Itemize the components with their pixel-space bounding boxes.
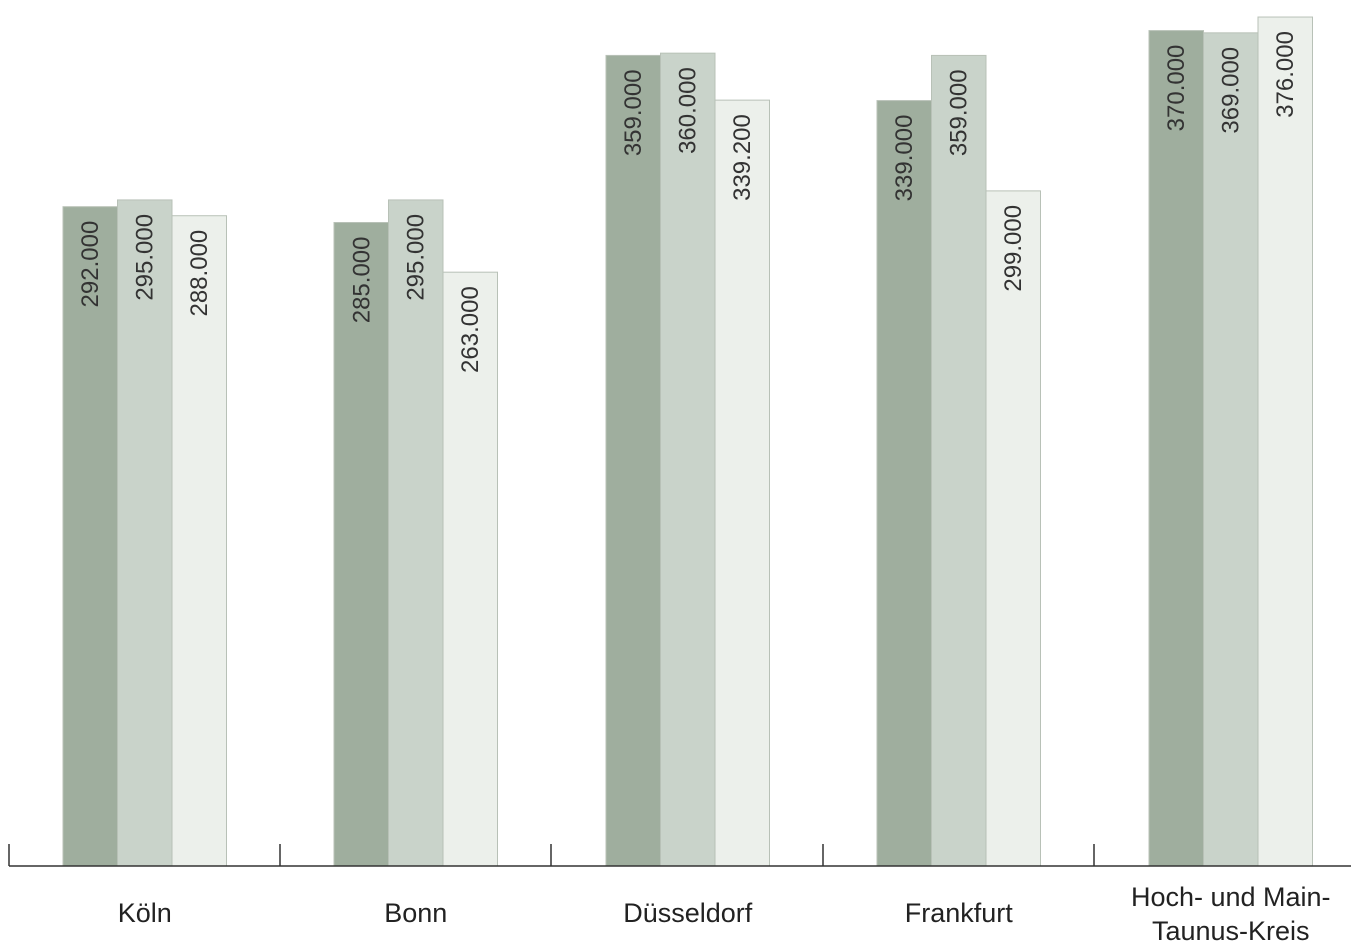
bar-2-0	[605, 54, 661, 867]
bar-3-0	[876, 100, 932, 867]
bar-4-1	[1203, 32, 1259, 867]
bar-value-label: 292.000	[77, 221, 104, 308]
bar-value-label: 369.000	[1218, 47, 1245, 134]
bar-value-label: 295.000	[403, 214, 430, 301]
category-label: Hoch- und Main-Taunus-Kreis	[1131, 882, 1331, 946]
bar-3-2	[985, 190, 1041, 867]
bar-3-1	[931, 54, 987, 867]
bar-value-label: 288.000	[186, 230, 213, 317]
category-labels-layer: Köln Bonn Düsseldorf Frankfurt Hoch- und Mai…	[118, 882, 1331, 946]
bar-2-1	[660, 52, 716, 867]
bars-layer	[62, 16, 1313, 867]
bar-value-label: 359.000	[946, 69, 973, 156]
category-label: Düsseldorf	[623, 898, 753, 928]
bar-value-label: 263.000	[457, 286, 484, 373]
category-label: Köln	[118, 898, 172, 928]
bar-0-2	[171, 215, 227, 867]
bar-4-2	[1257, 16, 1313, 867]
x-axis	[8, 844, 1351, 867]
bar-value-label: 339.200	[729, 114, 756, 201]
data-labels-layer: 292.000 295.000 288.000 285.000 295.000 263.0…	[77, 31, 1299, 373]
bar-value-label: 370.000	[1163, 45, 1190, 132]
bar-1-1	[388, 199, 444, 867]
bar-0-1	[117, 199, 173, 867]
bar-2-2	[714, 99, 770, 867]
bar-4-0	[1148, 30, 1204, 867]
bar-0-0	[62, 206, 118, 867]
bar-value-label: 299.000	[1000, 205, 1027, 292]
category-label: Frankfurt	[905, 898, 1014, 928]
bar-value-label: 359.000	[620, 69, 647, 156]
category-label: Bonn	[384, 898, 447, 928]
bar-value-label: 295.000	[132, 214, 159, 301]
bar-value-label: 376.000	[1272, 31, 1299, 118]
bar-1-0	[333, 222, 389, 867]
bar-1-2	[442, 271, 498, 867]
bar-value-label: 339.000	[891, 115, 918, 202]
bar-value-label: 285.000	[348, 237, 375, 324]
bar-value-label: 360.000	[675, 67, 702, 154]
